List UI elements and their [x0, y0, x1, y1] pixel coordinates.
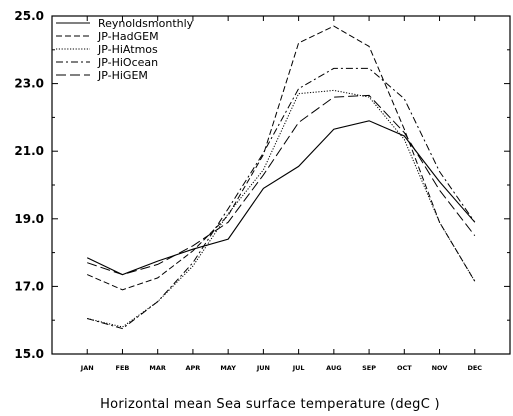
ticks: 15.0 17.0 19.0 21.0 23.0 25.0 JAN FEB MAR APR MAY J… [14, 9, 510, 372]
x-tick-label: APR [186, 364, 201, 372]
y-tick-label: 19.0 [14, 212, 44, 226]
series-line-jp-hiatmos [87, 89, 476, 328]
series-line-reynoldsmonthly [86, 120, 476, 276]
x-tick-label: MAR [149, 364, 166, 372]
x-tick-label: MAY [220, 364, 236, 372]
series-lines [86, 25, 476, 330]
legend-label: JP-HiOcean [97, 56, 158, 69]
x-tick-label: DEC [467, 364, 482, 372]
series-line-jp-hadgem [87, 25, 476, 291]
x-tick-label: JUN [256, 364, 270, 372]
x-tick-label: AUG [326, 364, 341, 372]
x-tick-label: JAN [80, 364, 94, 372]
legend-label: JP-HadGEM [97, 30, 159, 43]
series-line-jp-higem [87, 94, 476, 276]
legend-label: JP-HiAtmos [97, 43, 158, 56]
series-line-jp-hiocean [87, 67, 476, 330]
y-tick-label: 21.0 [14, 144, 44, 158]
legend-label: JP-HiGEM [97, 69, 148, 82]
legend: ReynoldsmonthlyJP-HadGEMJP-HiAtmosJP-HiO… [56, 17, 194, 82]
x-tick-label: NOV [432, 364, 448, 372]
x-tick-label: OCT [397, 364, 412, 372]
x-axis-label: Horizontal mean Sea surface temperature … [100, 397, 440, 412]
y-tick-label: 25.0 [14, 9, 44, 23]
x-tick-label: FEB [116, 364, 130, 372]
y-tick-label: 15.0 [14, 347, 44, 361]
x-tick-label: SEP [362, 364, 376, 372]
y-tick-label: 17.0 [14, 279, 44, 293]
legend-label: Reynoldsmonthly [98, 17, 194, 30]
y-tick-label: 23.0 [14, 77, 44, 91]
x-tick-label: JUL [292, 364, 305, 372]
